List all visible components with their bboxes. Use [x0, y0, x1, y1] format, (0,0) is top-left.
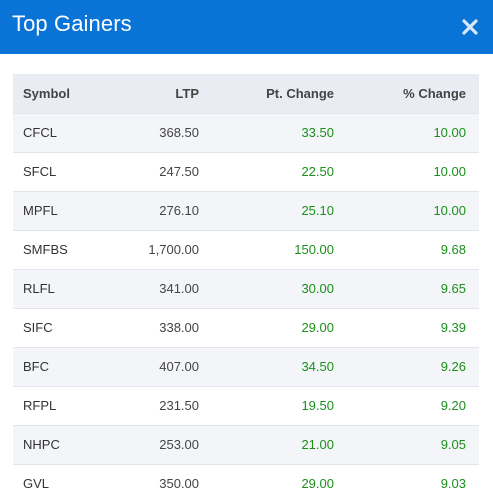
symbol-cell[interactable]: SIFC — [23, 320, 53, 335]
pt-change-cell: 34.50 — [301, 359, 334, 374]
pt-change-cell: 19.50 — [301, 398, 334, 413]
pct-change-cell: 9.65 — [440, 281, 466, 296]
pct-change-cell: 10.00 — [433, 125, 466, 140]
symbol-cell[interactable]: SFCL — [23, 164, 57, 179]
close-x-icon — [462, 19, 478, 35]
table-row[interactable]: RLFL 341.00 30.00 9.65 — [13, 269, 479, 308]
pct-change-cell: 9.39 — [440, 320, 466, 335]
symbol-cell[interactable]: GVL — [23, 476, 50, 492]
table-row[interactable]: CFCL 368.50 33.50 10.00 — [13, 113, 479, 152]
pt-change-cell: 33.50 — [301, 125, 334, 140]
table-row[interactable]: BFC 407.00 34.50 9.26 — [13, 347, 479, 386]
ltp-cell: 338.00 — [159, 320, 199, 335]
gainers-table: Symbol LTP Pt. Change % Change CFCL 368.5… — [13, 74, 479, 497]
column-header-pt-change[interactable]: Pt. Change — [266, 85, 334, 101]
ltp-cell: 368.50 — [159, 125, 199, 140]
symbol-cell[interactable]: RFPL — [23, 398, 57, 413]
column-header-ltp[interactable]: LTP — [175, 85, 199, 101]
ltp-cell: 1,700.00 — [148, 242, 199, 257]
symbol-cell[interactable]: MPFL — [23, 203, 58, 218]
ltp-cell: 253.00 — [159, 437, 199, 452]
table-row[interactable]: RFPL 231.50 19.50 9.20 — [13, 386, 479, 425]
table-row[interactable]: GVL 350.00 29.00 9.03 — [13, 464, 479, 497]
ltp-cell: 231.50 — [159, 398, 199, 413]
ltp-cell: 247.50 — [159, 164, 199, 179]
table-row[interactable]: SIFC 338.00 29.00 9.39 — [13, 308, 479, 347]
pt-change-cell: 30.00 — [301, 281, 334, 296]
ltp-cell: 407.00 — [159, 359, 199, 374]
symbol-cell[interactable]: BFC — [23, 359, 49, 374]
pct-change-cell: 9.26 — [440, 359, 466, 374]
modal-header: Top Gainers — [0, 0, 493, 54]
pt-change-cell: 150.00 — [294, 242, 334, 257]
pct-change-cell: 10.00 — [433, 164, 466, 179]
pt-change-cell: 22.50 — [301, 164, 334, 179]
pct-change-cell: 9.20 — [440, 398, 466, 413]
close-button[interactable] — [459, 16, 481, 38]
pt-change-cell: 29.00 — [301, 320, 334, 335]
pt-change-cell: 29.00 — [301, 476, 334, 492]
pct-change-cell: 9.68 — [440, 242, 466, 257]
table-row[interactable]: MPFL 276.10 25.10 10.00 — [13, 191, 479, 230]
pct-change-cell: 10.00 — [433, 203, 466, 218]
pt-change-cell: 21.00 — [301, 437, 334, 452]
column-header-pct-change[interactable]: % Change — [403, 85, 466, 101]
symbol-cell[interactable]: CFCL — [23, 125, 57, 140]
column-header-symbol[interactable]: Symbol — [23, 85, 70, 101]
table-row[interactable]: SMFBS 1,700.00 150.00 9.68 — [13, 230, 479, 269]
table-row[interactable]: NHPC 253.00 21.00 9.05 — [13, 425, 479, 464]
pt-change-cell: 25.10 — [301, 203, 334, 218]
pct-change-cell: 9.05 — [440, 437, 466, 452]
symbol-cell[interactable]: SMFBS — [23, 242, 68, 257]
ltp-cell: 350.00 — [159, 476, 199, 492]
ltp-cell: 341.00 — [159, 281, 199, 296]
gainers-table-container: Symbol LTP Pt. Change % Change CFCL 368.5… — [13, 74, 479, 497]
symbol-cell[interactable]: RLFL — [23, 281, 55, 296]
pct-change-cell: 9.03 — [440, 476, 466, 492]
table-header-row: Symbol LTP Pt. Change % Change — [13, 74, 479, 113]
table-row[interactable]: SFCL 247.50 22.50 10.00 — [13, 152, 479, 191]
ltp-cell: 276.10 — [159, 203, 199, 218]
modal-title: Top Gainers — [12, 11, 132, 36]
symbol-cell[interactable]: NHPC — [23, 437, 60, 452]
